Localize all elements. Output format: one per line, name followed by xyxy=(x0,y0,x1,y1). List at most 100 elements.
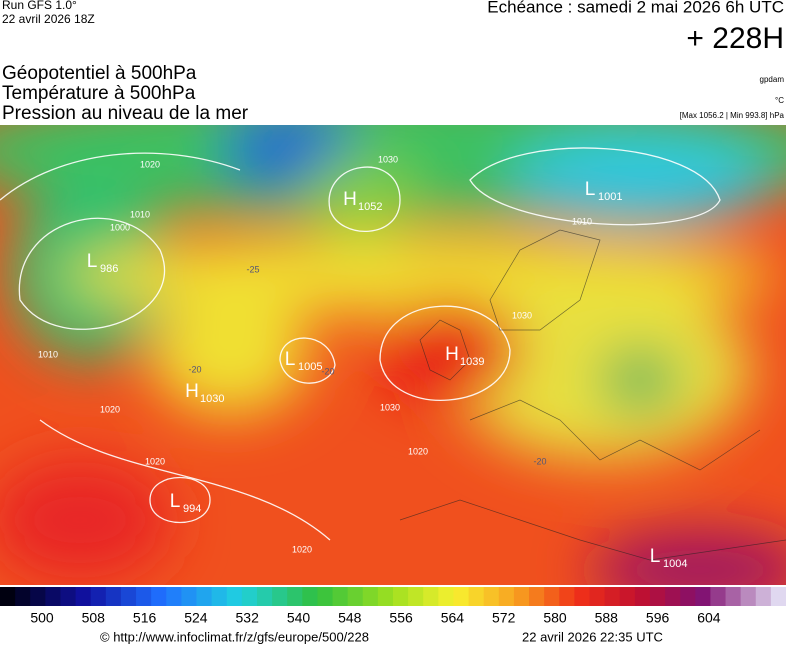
colorbar-label: 508 xyxy=(82,610,106,626)
colorbar-swatch xyxy=(136,587,152,606)
colorbar-label: 564 xyxy=(441,610,465,626)
colorbar-swatch xyxy=(75,587,92,606)
temperature-label: -20 xyxy=(188,364,201,374)
title: Pression au niveau de la mer xyxy=(2,103,249,124)
map xyxy=(0,125,786,585)
colorbar-swatch xyxy=(574,587,590,606)
center-value: 1005 xyxy=(298,361,322,373)
isobar-label: 1030 xyxy=(380,402,400,412)
unit: [Max 1056.2 | Min 993.8] hPa xyxy=(680,111,785,120)
colorbar-swatch xyxy=(377,587,394,606)
center-value: 1004 xyxy=(663,558,687,570)
colorbar-swatch xyxy=(0,587,16,606)
colorbar-swatch xyxy=(408,587,424,606)
center-value: 994 xyxy=(183,503,201,515)
colorbar-label: 500 xyxy=(30,610,54,626)
center-value: 986 xyxy=(100,263,118,275)
colorbar-swatch xyxy=(90,587,107,606)
colorbar-swatch xyxy=(166,587,182,606)
center-letter: L xyxy=(650,546,661,567)
colorbar-swatch xyxy=(453,587,470,606)
center-letter: H xyxy=(343,189,357,210)
title: Température à 500hPa xyxy=(2,83,196,104)
colorbar-label: 532 xyxy=(236,610,260,626)
colorbar-swatch xyxy=(559,587,575,606)
center-letter: L xyxy=(170,491,181,512)
colorbar-swatch xyxy=(483,587,500,606)
colorbar-label: 516 xyxy=(133,610,157,626)
center-value: 1039 xyxy=(460,356,484,368)
isobar-label: 1030 xyxy=(378,154,398,164)
isobar-label: 1010 xyxy=(38,349,58,359)
colorbar-swatch xyxy=(332,587,349,606)
colorbar-swatch xyxy=(105,587,122,606)
colorbar-swatch xyxy=(604,587,621,606)
colorbar-swatch xyxy=(725,587,742,606)
colorbar-swatch xyxy=(619,587,636,606)
colorbar-swatch xyxy=(665,587,681,606)
colorbar-swatch xyxy=(241,587,258,606)
colorbar-swatch xyxy=(30,587,46,606)
colorbar-label: 556 xyxy=(389,610,413,626)
isobar-label: 1020 xyxy=(408,446,428,456)
isobar-label: 1000 xyxy=(110,222,130,232)
center-letter: L xyxy=(87,251,98,272)
run: Run GFS 1.0° xyxy=(2,0,77,12)
colorbar-swatch xyxy=(60,587,77,606)
colorbar-swatch xyxy=(256,587,273,606)
offset: + 228H xyxy=(686,22,784,55)
isobar-label: 1010 xyxy=(130,209,150,219)
colorbar-swatch xyxy=(181,587,197,606)
colorbar-swatch xyxy=(695,587,711,606)
unit: gpdam xyxy=(760,75,785,84)
colorbar-swatch xyxy=(393,587,409,606)
isobar-label: 1020 xyxy=(100,404,120,414)
colorbar-swatch xyxy=(680,587,696,606)
colorbar-swatch xyxy=(740,587,757,606)
colorbar-label: 540 xyxy=(287,610,311,626)
isobar-label: 1020 xyxy=(145,456,165,466)
temperature-label: -25 xyxy=(246,264,259,274)
colorbar-swatch xyxy=(544,587,560,606)
colorbar-swatch xyxy=(513,587,530,606)
colorbar-swatch xyxy=(45,587,61,606)
colorbar-swatch xyxy=(710,587,727,606)
colorbar-swatch xyxy=(649,587,666,606)
colorbar-swatch xyxy=(287,587,303,606)
colorbar-swatch xyxy=(438,587,454,606)
colorbar-swatch xyxy=(317,587,334,606)
colorbar-swatch xyxy=(15,587,31,606)
isobar-label: 1030 xyxy=(512,310,532,320)
colorbar-swatch xyxy=(468,587,485,606)
isobar-label: 1010 xyxy=(572,216,592,226)
isobar-label: 1020 xyxy=(292,544,312,554)
colorbar-swatch xyxy=(302,587,318,606)
center-letter: L xyxy=(585,179,596,200)
colorbar-swatch xyxy=(211,587,228,606)
colorbar xyxy=(0,587,786,606)
colorbar-swatch xyxy=(634,587,651,606)
colorbar-swatch xyxy=(423,587,439,606)
colorbar-swatch xyxy=(498,587,515,606)
colorbar-swatch xyxy=(226,587,243,606)
colorbar-swatch xyxy=(770,587,786,606)
colorbar-label: 572 xyxy=(492,610,516,626)
center-letter: H xyxy=(185,381,199,402)
echeance: Echéance : samedi 2 mai 2026 6h UTC xyxy=(487,0,784,16)
init: 22 avril 2026 18Z xyxy=(2,12,95,26)
colorbar-label: 548 xyxy=(338,610,362,626)
center-value: 1001 xyxy=(598,191,622,203)
colorbar-swatch xyxy=(755,587,772,606)
center-value: 1030 xyxy=(200,393,224,405)
center-letter: L xyxy=(285,349,296,370)
center-value: 1052 xyxy=(358,201,382,213)
center-letter: H xyxy=(445,344,459,365)
colorbar-swatch xyxy=(529,587,545,606)
colorbar-swatch xyxy=(151,587,167,606)
colorbar-label: 604 xyxy=(697,610,721,626)
title: Géopotentiel à 500hPa xyxy=(2,63,197,84)
temperature-label: -20 xyxy=(533,456,546,466)
colorbar-swatch xyxy=(196,587,213,606)
colorbar-swatch xyxy=(362,587,379,606)
